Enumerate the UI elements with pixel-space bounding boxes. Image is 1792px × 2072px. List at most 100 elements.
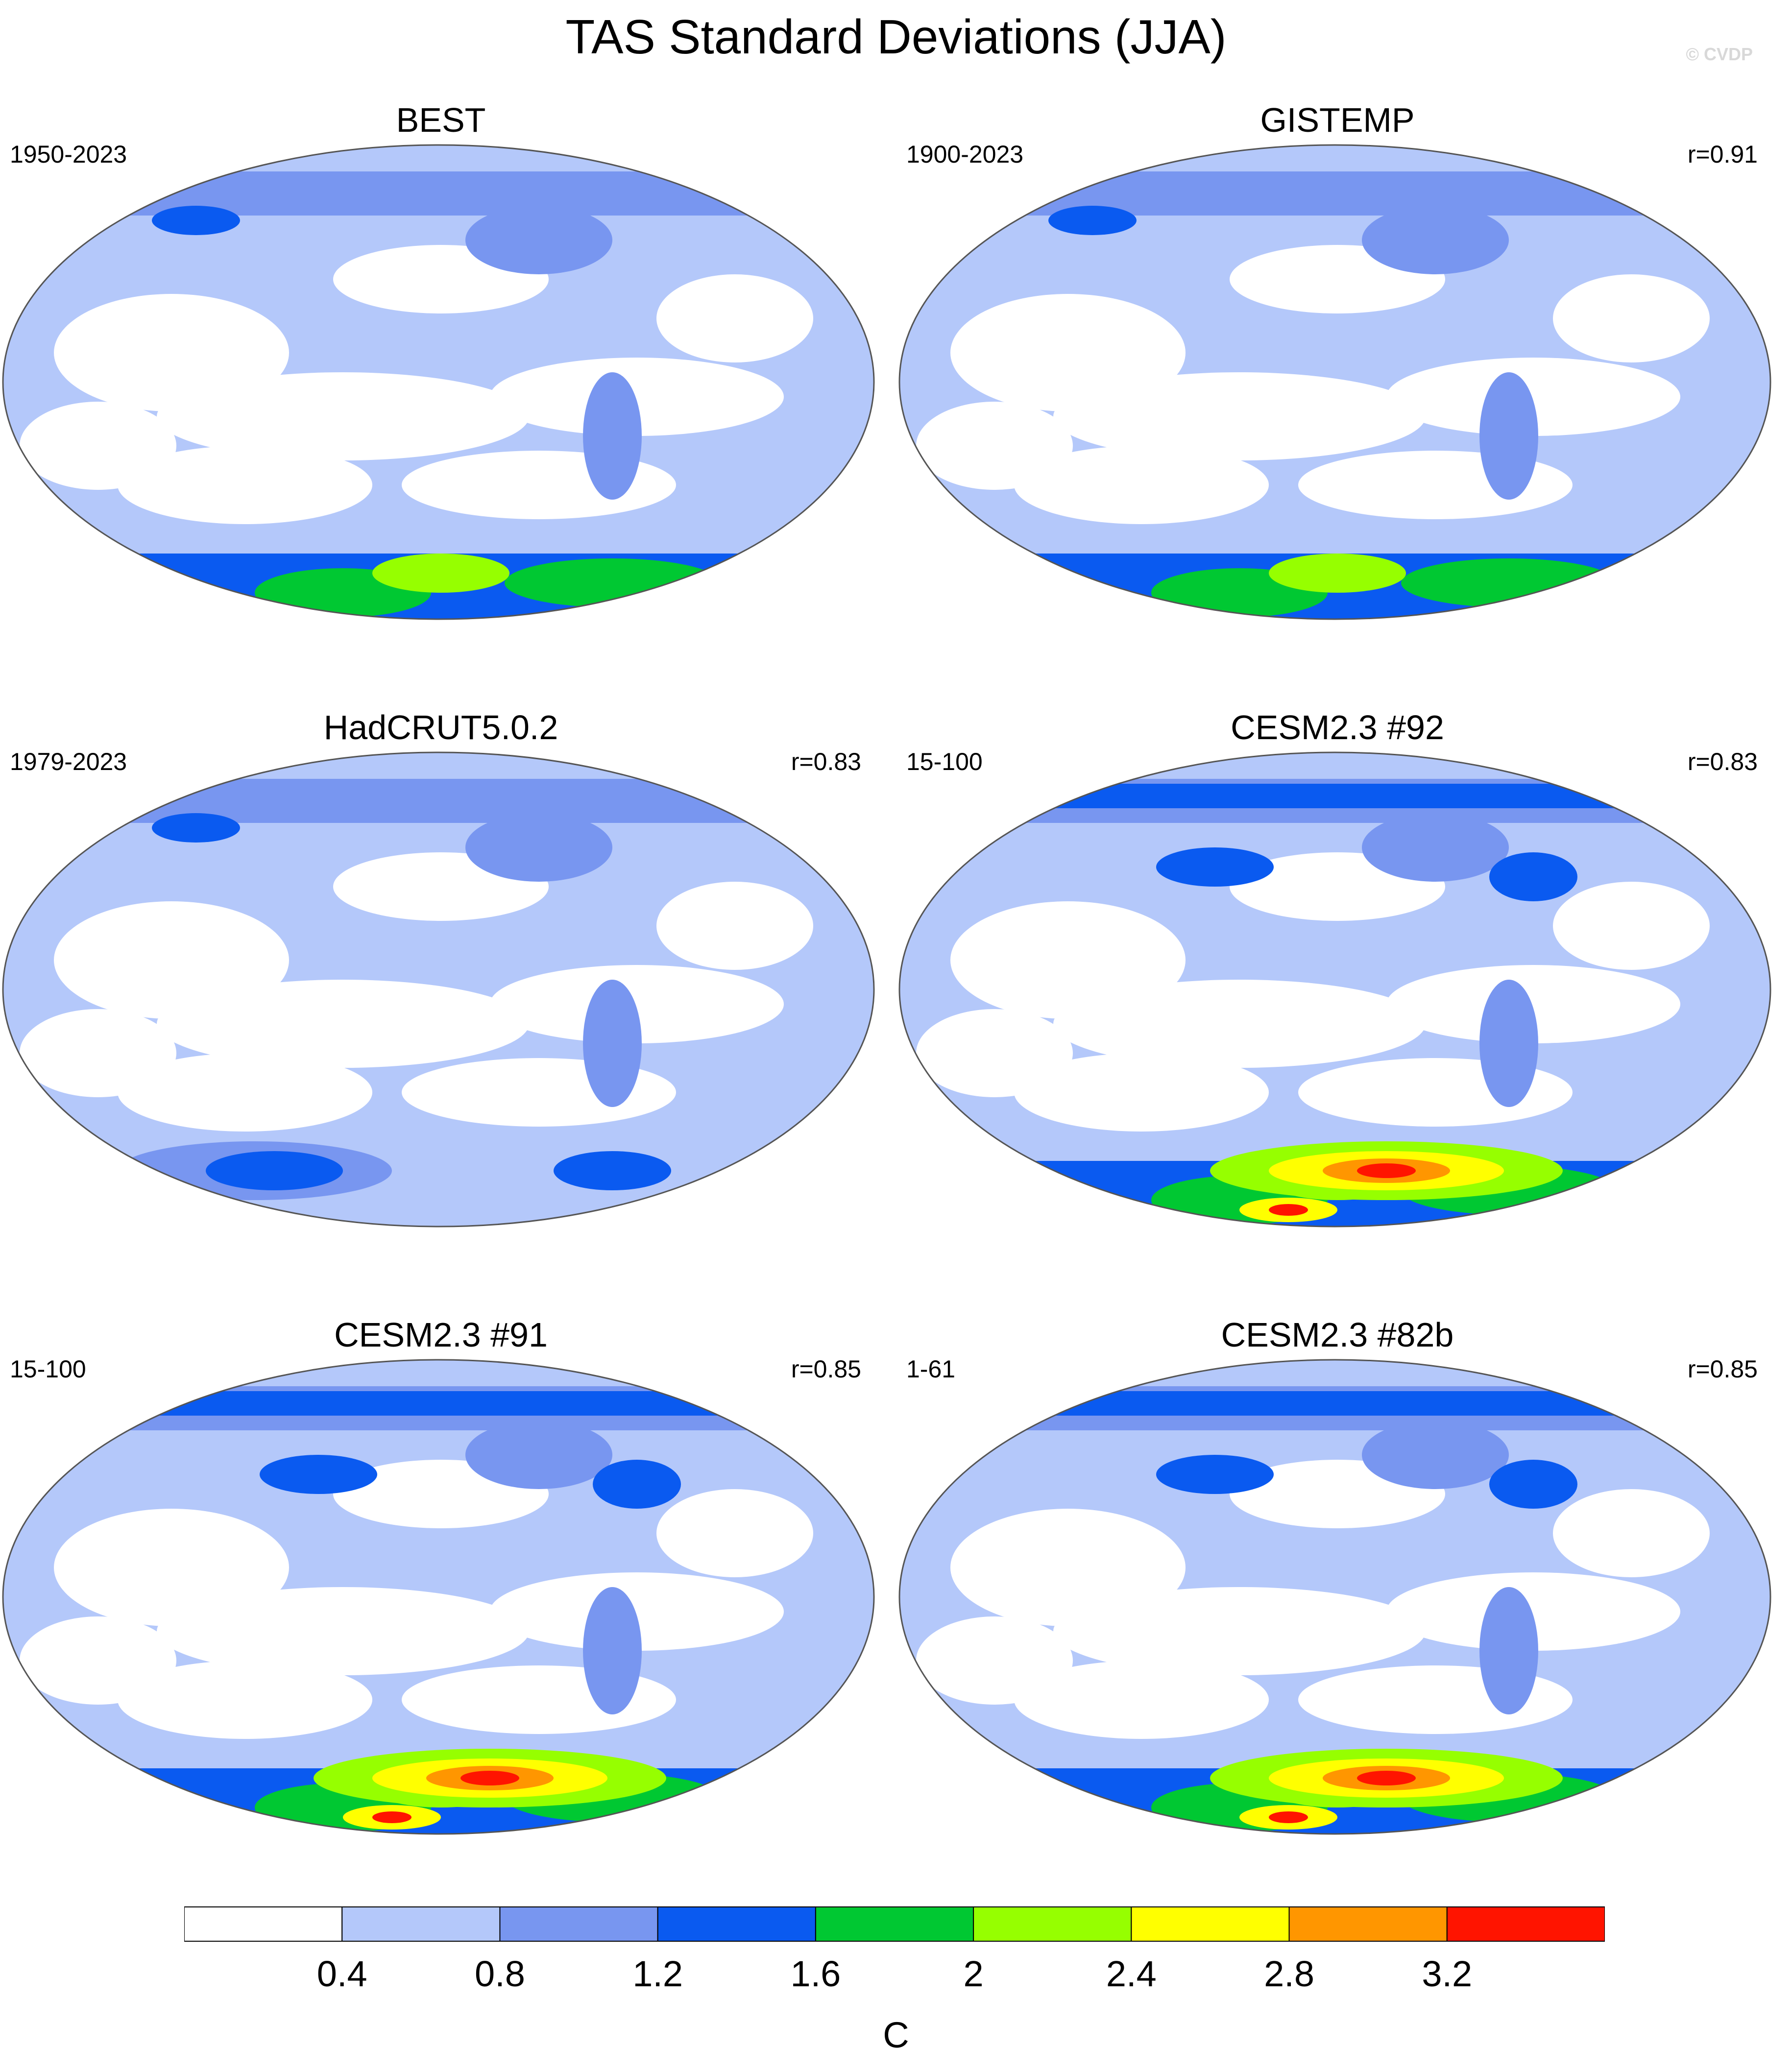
globe-outline [898,1359,1771,1835]
map-region-low [490,358,784,436]
map-region-low [916,402,1073,490]
panel-title: HadCRUT5.0.2 [323,708,558,747]
panel-title: CESM2.3 #92 [1231,708,1444,747]
panel-period: 1950-2023 [10,141,127,168]
globe-outline [2,751,875,1228]
panel-correlation: r=0.85 [791,1355,861,1383]
map-region-low [490,965,784,1043]
map-region-south [1357,1163,1416,1178]
map-region-moderate [1362,1421,1509,1489]
panel-title: CESM2.3 #91 [334,1316,548,1354]
panel-title: CESM2.3 #82b [1221,1316,1454,1354]
map-region-low [118,446,372,524]
map-region-low [157,980,529,1068]
map-region-south [372,554,509,593]
map-region-low [118,1053,372,1132]
map-region-high [206,1151,343,1190]
map-panel: BEST 1950-2023 [0,98,882,700]
map-region-low [157,1587,529,1675]
map-region-moderate [1479,372,1538,500]
map-region-south [1269,1204,1308,1216]
map-svg [2,751,875,1228]
map-region-low [1553,1489,1710,1577]
colorbar-tick-label: 2.8 [1264,1953,1314,1994]
map-svg [898,1359,1771,1835]
map-band-north-high [899,784,1770,808]
map-svg [898,144,1771,620]
map-band-north [3,779,874,823]
map-region-low [916,1009,1073,1097]
map-region-high [152,813,240,843]
map-band-north-high [3,1391,874,1416]
map-svg [898,751,1771,1228]
panel-title: BEST [396,101,486,139]
colorbar-segment [815,1906,974,1942]
colorbar-tick-label: 0.4 [316,1953,367,1994]
map-region-low [490,1572,784,1651]
map-panel: GISTEMP 1900-2023 r=0.91 [896,98,1778,700]
map-region-moderate [1479,980,1538,1107]
map-region-high [1156,847,1274,887]
map-region-low [1014,1053,1269,1132]
panel-correlation: r=0.83 [1687,748,1758,775]
map-region-high [260,1455,377,1494]
colorbar-segment [1288,1906,1448,1942]
panel-period: 1900-2023 [906,141,1024,168]
map-region-low [1053,980,1426,1068]
map-panel: CESM2.3 #91 15-100 r=0.85 [0,1313,882,1915]
map-panel: CESM2.3 #92 15-100 r=0.83 [896,705,1778,1308]
figure-title: TAS Standard Deviations (JJA) [565,10,1227,64]
colorbar-segment [1131,1906,1290,1942]
map-region-low [1553,274,1710,362]
panel-period: 1979-2023 [10,748,127,775]
map-panel: HadCRUT5.0.2 1979-2023 r=0.83 [0,705,882,1308]
colorbar-tick-label: 2 [963,1953,984,1994]
panel-correlation: r=0.83 [791,748,861,775]
map-region-moderate [1362,206,1509,274]
globe-outline [2,1359,875,1835]
map-region-moderate [583,980,642,1107]
colorbar-segment [657,1906,816,1942]
map-region-south [1269,1811,1308,1823]
watermark: © CVDP [1686,44,1753,64]
map-panel: CESM2.3 #82b 1-61 r=0.85 [896,1313,1778,1915]
map-region-moderate [1362,813,1509,882]
map-region-low [1014,1661,1269,1739]
map-region-low [157,372,529,460]
map-region-south [1269,554,1406,593]
map-band-north [899,171,1770,216]
globe-outline [898,751,1771,1228]
map-region-high [1156,1455,1274,1494]
colorbar-tick-label: 0.8 [475,1953,525,1994]
map-region-high [1048,206,1137,235]
map-region-low [916,1616,1073,1705]
map-region-high [593,1460,681,1509]
colorbar-segment [1446,1906,1605,1942]
map-region-low [20,1009,176,1097]
map-region-moderate [465,1421,612,1489]
panel-period: 1-61 [906,1355,956,1383]
map-region-low [118,1661,372,1739]
map-svg [2,1359,875,1835]
colorbar-ticks: 0.4 0.8 1.2 1.6 2 2.4 2.8 3.2 [0,1952,1792,1996]
map-region-moderate [583,1587,642,1714]
map-region-low [656,274,813,362]
map-region-high [1489,1460,1577,1509]
colorbar-tick-label: 1.2 [632,1953,683,1994]
colorbar-tick-label: 3.2 [1422,1953,1473,1994]
map-band-north [3,171,874,216]
colorbar-segment [973,1906,1132,1942]
map-region-high [554,1151,671,1190]
map-region-moderate [583,372,642,500]
map-region-south [460,1771,519,1785]
map-region-low [1053,1587,1426,1675]
colorbar-segment [184,1906,343,1942]
map-region-south [1357,1771,1416,1785]
map-region-high [152,206,240,235]
map-region-moderate [465,813,612,882]
panel-correlation: r=0.91 [1687,141,1758,168]
colorbar-tick-label: 1.6 [790,1953,841,1994]
panel-period: 15-100 [906,748,983,775]
map-band-north-high [899,1391,1770,1416]
map-region-low [656,1489,813,1577]
